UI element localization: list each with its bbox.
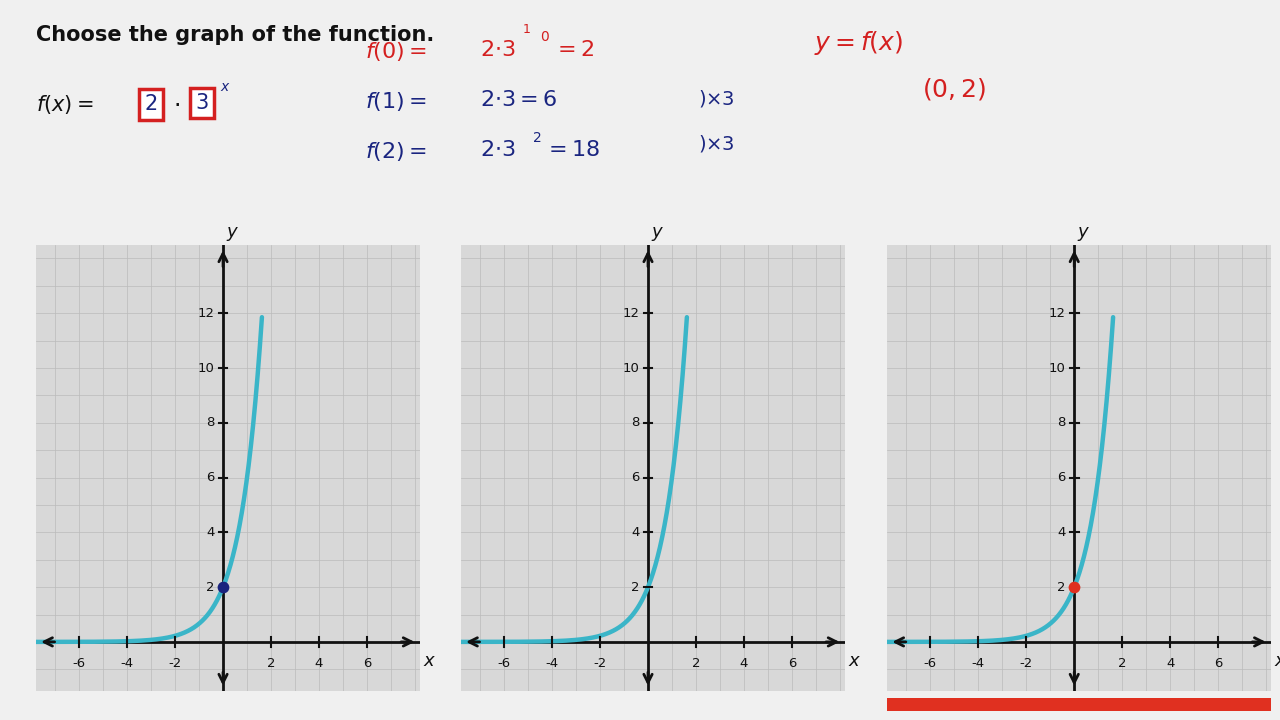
- Text: $2$: $2$: [145, 94, 157, 114]
- Text: 2: 2: [1057, 580, 1066, 593]
- Text: $2{\cdot}3$: $2{\cdot}3$: [480, 140, 516, 161]
- Text: $(0, 2)$: $(0, 2)$: [922, 76, 986, 102]
- Text: 2: 2: [631, 580, 640, 593]
- Text: 4: 4: [631, 526, 640, 539]
- Point: [1064, 581, 1084, 593]
- Text: $f(1)=$: $f(1)=$: [365, 90, 426, 113]
- Text: $1$: $1$: [522, 23, 531, 36]
- Text: 12: 12: [197, 307, 215, 320]
- Text: Choose the graph of the function.: Choose the graph of the function.: [36, 25, 434, 45]
- Text: 8: 8: [1057, 416, 1066, 429]
- Text: 2: 2: [1117, 657, 1126, 670]
- Text: 10: 10: [1050, 361, 1066, 374]
- Text: 2: 2: [691, 657, 700, 670]
- Text: $){\times}3$: $){\times}3$: [698, 133, 735, 154]
- Text: -6: -6: [924, 657, 937, 670]
- Text: 2: 2: [266, 657, 275, 670]
- Text: 10: 10: [198, 361, 215, 374]
- Text: 4: 4: [1057, 526, 1066, 539]
- Text: 10: 10: [623, 361, 640, 374]
- Text: -4: -4: [545, 657, 558, 670]
- Text: $2{\cdot}3 =6$: $2{\cdot}3 =6$: [480, 90, 558, 110]
- Text: $x$: $x$: [220, 80, 230, 94]
- Text: $y = f(x)$: $y = f(x)$: [814, 29, 904, 57]
- Point: [212, 581, 233, 593]
- Text: 12: 12: [1048, 307, 1066, 320]
- Text: 6: 6: [1213, 657, 1222, 670]
- Text: $= 18$: $= 18$: [544, 140, 600, 161]
- Text: $f(2)=$: $f(2)=$: [365, 140, 426, 163]
- Text: $f(0)=$: $f(0)=$: [365, 40, 426, 63]
- Text: 6: 6: [787, 657, 796, 670]
- Text: 8: 8: [631, 416, 640, 429]
- Text: -4: -4: [972, 657, 984, 670]
- Text: 2: 2: [206, 580, 215, 593]
- Text: y: y: [1078, 222, 1088, 240]
- Text: $f(x) =$: $f(x) =$: [36, 93, 93, 116]
- Text: $){\times}3$: $){\times}3$: [698, 88, 735, 109]
- Text: x: x: [1275, 652, 1280, 670]
- Text: 6: 6: [362, 657, 371, 670]
- Text: $\cdot$: $\cdot$: [173, 92, 180, 117]
- Text: -4: -4: [120, 657, 133, 670]
- Text: 6: 6: [206, 471, 215, 484]
- Text: y: y: [652, 222, 662, 240]
- Text: $3$: $3$: [196, 93, 209, 113]
- Text: 12: 12: [622, 307, 640, 320]
- Text: 6: 6: [631, 471, 640, 484]
- Text: y: y: [227, 222, 237, 240]
- Text: $= 2$: $= 2$: [553, 40, 594, 60]
- Text: $0$: $0$: [540, 30, 550, 44]
- Text: 6: 6: [1057, 471, 1066, 484]
- Text: -6: -6: [73, 657, 86, 670]
- Text: x: x: [849, 652, 859, 670]
- Text: 4: 4: [315, 657, 324, 670]
- Text: 4: 4: [1166, 657, 1175, 670]
- Text: -6: -6: [498, 657, 511, 670]
- Text: -2: -2: [169, 657, 182, 670]
- Text: $2$: $2$: [532, 131, 541, 145]
- Text: 4: 4: [206, 526, 215, 539]
- Text: $2{\cdot}3$: $2{\cdot}3$: [480, 40, 516, 60]
- Text: -2: -2: [594, 657, 607, 670]
- Text: 8: 8: [206, 416, 215, 429]
- Text: -2: -2: [1020, 657, 1033, 670]
- Text: 4: 4: [740, 657, 749, 670]
- Text: x: x: [424, 652, 434, 670]
